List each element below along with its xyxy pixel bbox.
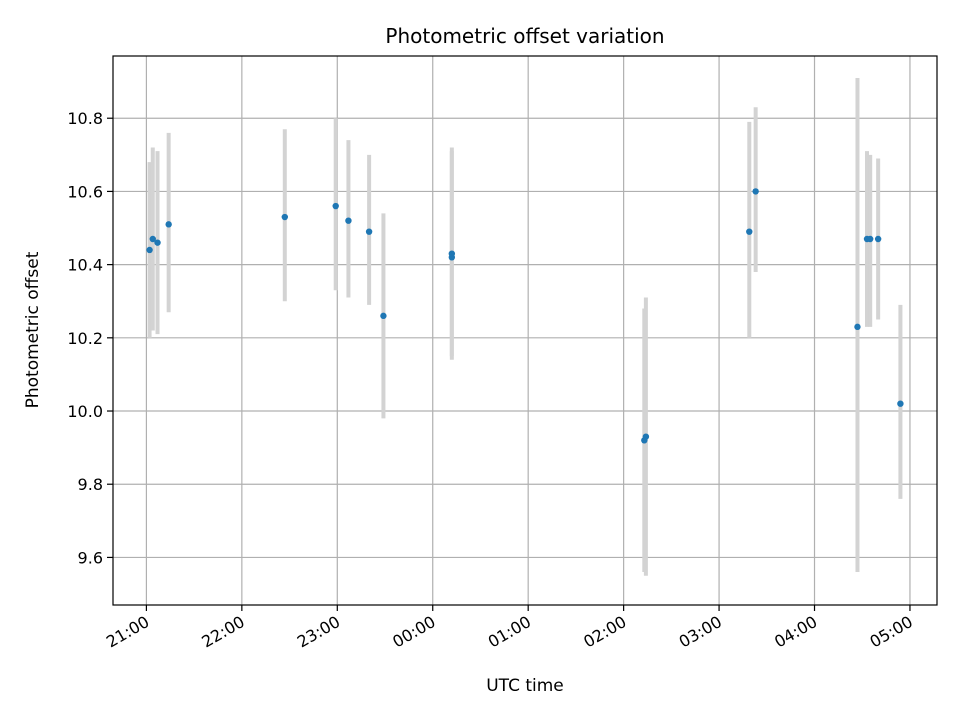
plot-frame	[112, 55, 938, 606]
y-axis-label: Photometric offset	[23, 251, 43, 408]
data-point	[642, 433, 650, 440]
data-point	[866, 235, 874, 243]
y-tick-label: 10.6	[67, 182, 103, 201]
data-point	[146, 246, 153, 254]
y-tick-label: 10.4	[67, 256, 103, 275]
y-tick-label: 10.2	[67, 329, 103, 348]
y-tick-label: 10.0	[67, 402, 103, 421]
plot-area	[113, 56, 937, 605]
data-point	[154, 239, 161, 246]
data-point	[874, 235, 882, 243]
y-tick-label: 9.8	[78, 475, 103, 494]
x-axis-label: UTC time	[486, 676, 564, 696]
data-point	[746, 228, 753, 235]
y-axis: 9.6 9.8 10.0 10.2 10.4 10.6 10.8	[67, 109, 113, 567]
data-points	[146, 188, 904, 444]
data-point	[149, 235, 156, 243]
data-point	[752, 188, 759, 195]
data-point	[380, 312, 387, 320]
chart-title: Photometric offset variation	[385, 24, 664, 48]
data-point	[365, 228, 373, 235]
data-point	[345, 217, 352, 224]
data-point	[854, 323, 861, 331]
y-tick-label: 9.6	[78, 548, 103, 567]
data-point	[332, 202, 339, 210]
y-tick-label: 10.8	[67, 109, 103, 128]
data-point	[165, 221, 172, 228]
data-point	[448, 250, 456, 257]
grid-lines	[113, 56, 937, 605]
data-point	[281, 213, 288, 221]
data-point	[897, 400, 904, 407]
